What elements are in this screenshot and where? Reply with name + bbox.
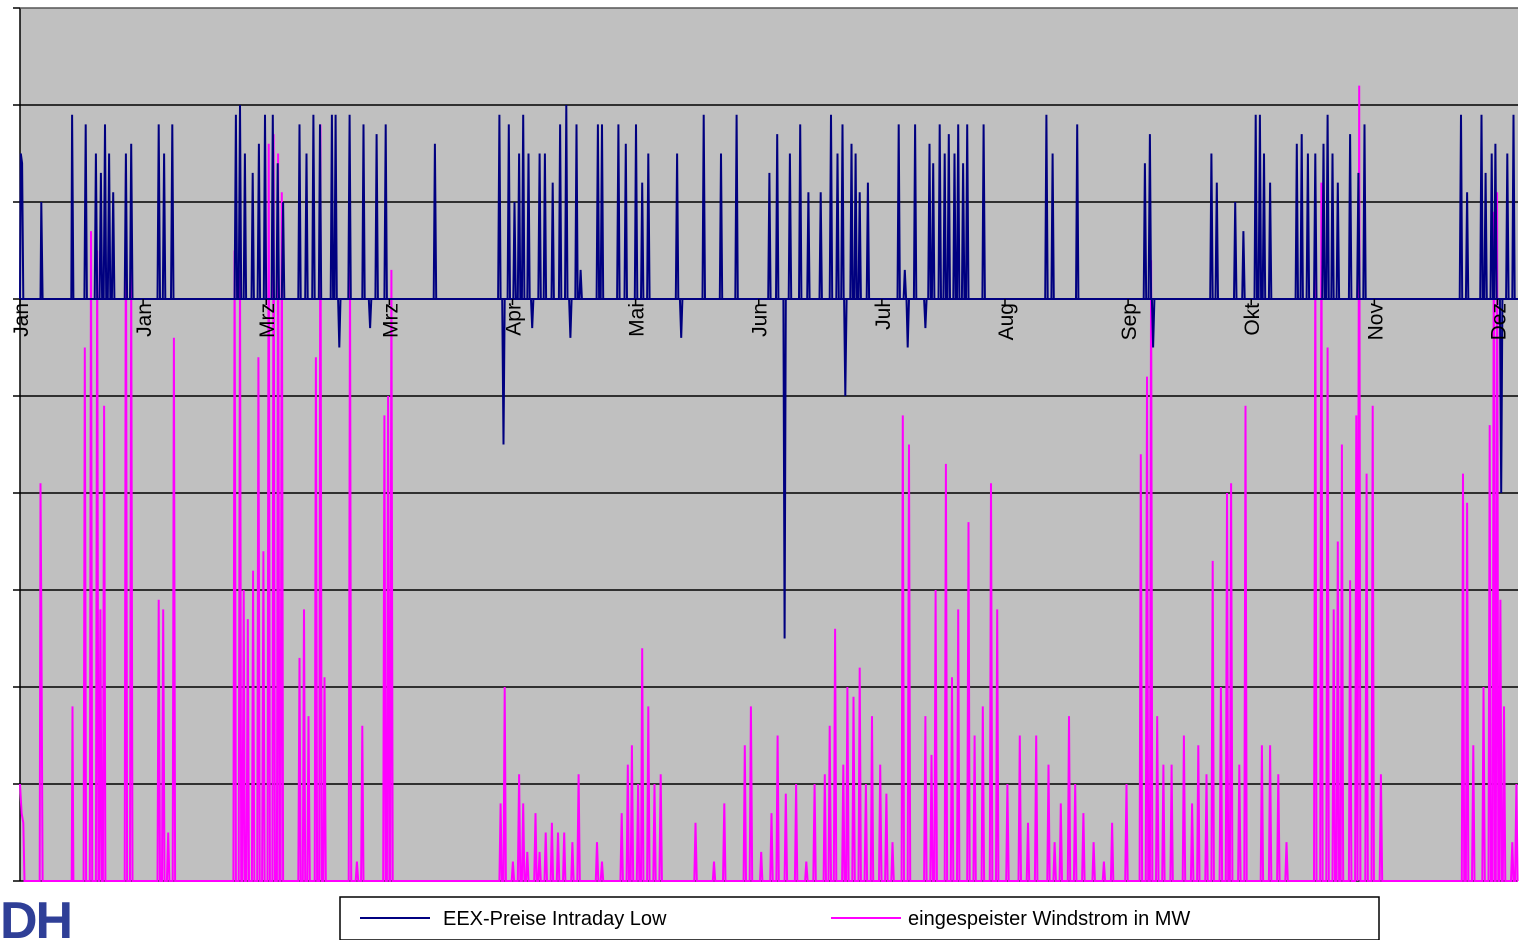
x-tick-label: Jan <box>133 303 156 337</box>
legend: EEX-Preise Intraday Low eingespeister Win… <box>339 896 1380 940</box>
x-tick-label: Sep <box>1118 303 1141 340</box>
x-tick-label: Jun <box>749 303 772 337</box>
x-tick-label: Nov <box>1364 303 1387 341</box>
x-axis: Jan Jan Mrz Mrz Apr Mai Jun Jul Aug Sep Okt Nov Dez <box>10 298 1518 341</box>
x-tick-label: Jul <box>872 303 895 330</box>
x-tick-label: Aug <box>995 303 1018 340</box>
logo-text: DH <box>0 892 73 950</box>
x-tick-label: Okt <box>1241 303 1264 336</box>
x-tick-label: Mai <box>626 303 649 337</box>
x-tick-label: Mrz <box>379 303 402 338</box>
x-tick-label: Dez <box>1487 303 1510 340</box>
legend-label: eingespeister Windstrom in MW <box>908 908 1190 930</box>
x-tick-label: Jan <box>10 303 33 337</box>
x-tick-label: Mrz <box>256 303 279 338</box>
legend-label: EEX-Preise Intraday Low <box>443 908 667 930</box>
series-line-wind <box>19 85 1519 882</box>
x-tick-label: Apr <box>502 303 525 336</box>
